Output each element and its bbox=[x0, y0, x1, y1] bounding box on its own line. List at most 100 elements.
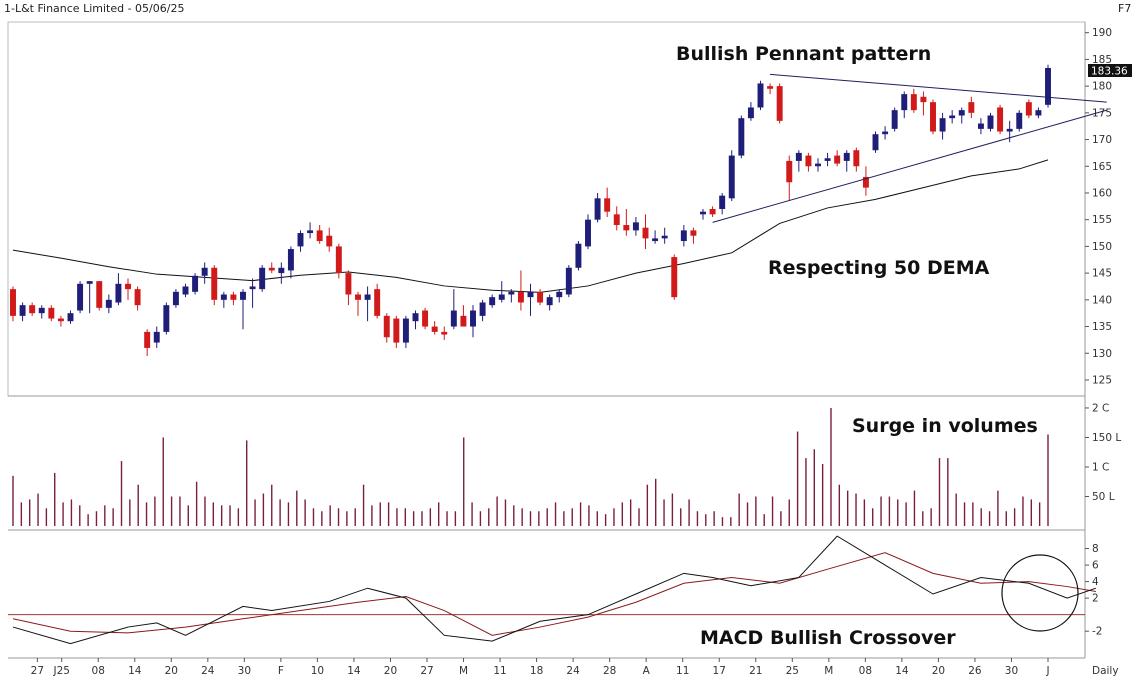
candle-body bbox=[690, 230, 697, 236]
candle-body bbox=[680, 230, 687, 242]
candle-body bbox=[546, 297, 553, 306]
candle-body bbox=[565, 267, 572, 295]
candle-body bbox=[786, 160, 793, 183]
date-tick-label: A bbox=[643, 665, 651, 677]
candle-body bbox=[182, 286, 189, 295]
candle-body bbox=[355, 294, 361, 300]
price-tick-label: 185 bbox=[1092, 54, 1112, 66]
candle-body bbox=[460, 315, 467, 327]
date-tick-label: 11 bbox=[493, 665, 506, 677]
pennant-trendlines bbox=[712, 73, 1107, 223]
candle-body bbox=[422, 310, 429, 327]
date-tick-label: 21 bbox=[749, 665, 762, 677]
volume-series bbox=[12, 407, 1049, 526]
candle-body bbox=[163, 305, 170, 332]
candle-body bbox=[728, 155, 735, 199]
volume-tick-label: 50 L bbox=[1092, 491, 1115, 503]
candle-body bbox=[700, 211, 706, 215]
macd-tick-label: -2 bbox=[1092, 626, 1102, 638]
macd-signal-line bbox=[12, 552, 1097, 636]
candle-body bbox=[316, 230, 323, 242]
pennant-upper-line bbox=[770, 73, 1107, 103]
candle-body bbox=[776, 86, 783, 121]
volume-tick-label: 1 C bbox=[1092, 461, 1109, 473]
candle-body bbox=[29, 305, 36, 314]
last-price-value: 183.36 bbox=[1091, 66, 1128, 78]
date-tick-label: 28 bbox=[603, 665, 616, 677]
candle-body bbox=[307, 230, 314, 234]
price-tick-label: 145 bbox=[1092, 268, 1112, 280]
candle-body bbox=[470, 310, 476, 327]
candle-body bbox=[882, 131, 889, 135]
price-tick-label: 155 bbox=[1092, 214, 1112, 226]
candlestick-series bbox=[10, 64, 1051, 356]
candle-body bbox=[77, 283, 84, 311]
price-tick-label: 150 bbox=[1092, 241, 1112, 253]
hotkey-label: F7 bbox=[1118, 2, 1131, 15]
price-tick-label: 190 bbox=[1092, 27, 1112, 39]
candle-body bbox=[872, 134, 879, 151]
date-tick-label: 27 bbox=[31, 665, 44, 677]
candle-body bbox=[383, 315, 390, 338]
date-tick-label: 30 bbox=[1005, 665, 1018, 677]
candle-body bbox=[747, 107, 754, 119]
candle-body bbox=[278, 267, 285, 274]
date-tick-label: J bbox=[1045, 665, 1049, 677]
date-tick-label: 27 bbox=[420, 665, 433, 677]
candle-body bbox=[144, 331, 151, 348]
candle-body bbox=[287, 249, 294, 271]
date-tick-label: J25 bbox=[52, 665, 69, 677]
candle-body bbox=[517, 291, 524, 303]
candle-body bbox=[853, 150, 860, 167]
candle-body bbox=[240, 291, 246, 300]
chart-title: 1-L&t Finance Limited - 05/06/25 bbox=[4, 2, 184, 15]
candle-body bbox=[230, 294, 237, 300]
candle-body bbox=[910, 94, 917, 111]
candle-body bbox=[335, 246, 342, 274]
candle-body bbox=[86, 281, 93, 284]
macd-series bbox=[8, 535, 1097, 645]
date-tick-label: 17 bbox=[713, 665, 726, 677]
crossover-highlight-circle bbox=[1001, 554, 1079, 632]
candle-body bbox=[805, 155, 812, 167]
pennant-lower-line bbox=[712, 109, 1107, 223]
candle-body bbox=[1045, 67, 1051, 105]
candle-body bbox=[632, 222, 639, 231]
volume-tick-label: 2 C bbox=[1092, 402, 1109, 414]
candle-body bbox=[824, 158, 831, 161]
candle-body bbox=[738, 118, 745, 156]
volume-axis: 50 L 1 C 150 L 2 C bbox=[1085, 402, 1121, 503]
candle-body bbox=[211, 267, 218, 300]
candle-body bbox=[968, 102, 975, 113]
candle-body bbox=[719, 195, 726, 209]
candle-body bbox=[297, 233, 304, 247]
candle-body bbox=[537, 291, 544, 303]
candle-body bbox=[48, 307, 55, 319]
candle-body bbox=[767, 86, 774, 89]
date-tick-label: 25 bbox=[786, 665, 799, 677]
candle-body bbox=[153, 331, 160, 343]
candle-body bbox=[489, 297, 496, 306]
candle-body bbox=[498, 294, 505, 300]
candle-body bbox=[220, 294, 227, 300]
candle-body bbox=[891, 110, 898, 129]
date-tick-label: M bbox=[459, 665, 468, 677]
date-tick-label: 14 bbox=[895, 665, 909, 677]
candle-body bbox=[594, 198, 601, 220]
candle-body bbox=[949, 115, 956, 119]
price-tick-label: 130 bbox=[1092, 348, 1112, 360]
date-tick-label: F bbox=[278, 665, 284, 677]
candle-body bbox=[192, 275, 199, 292]
candle-body bbox=[1035, 110, 1042, 116]
candle-body bbox=[412, 313, 419, 322]
candle-body bbox=[57, 318, 64, 322]
candle-body bbox=[134, 289, 141, 306]
candle-body bbox=[757, 83, 764, 108]
candle-body bbox=[977, 123, 984, 129]
candle-body bbox=[575, 243, 582, 268]
macd-tick-label: 4 bbox=[1092, 576, 1099, 588]
date-tick-label: 30 bbox=[238, 665, 251, 677]
candle-body bbox=[527, 291, 534, 298]
candle-body bbox=[10, 289, 16, 316]
price-tick-label: 160 bbox=[1092, 187, 1112, 199]
